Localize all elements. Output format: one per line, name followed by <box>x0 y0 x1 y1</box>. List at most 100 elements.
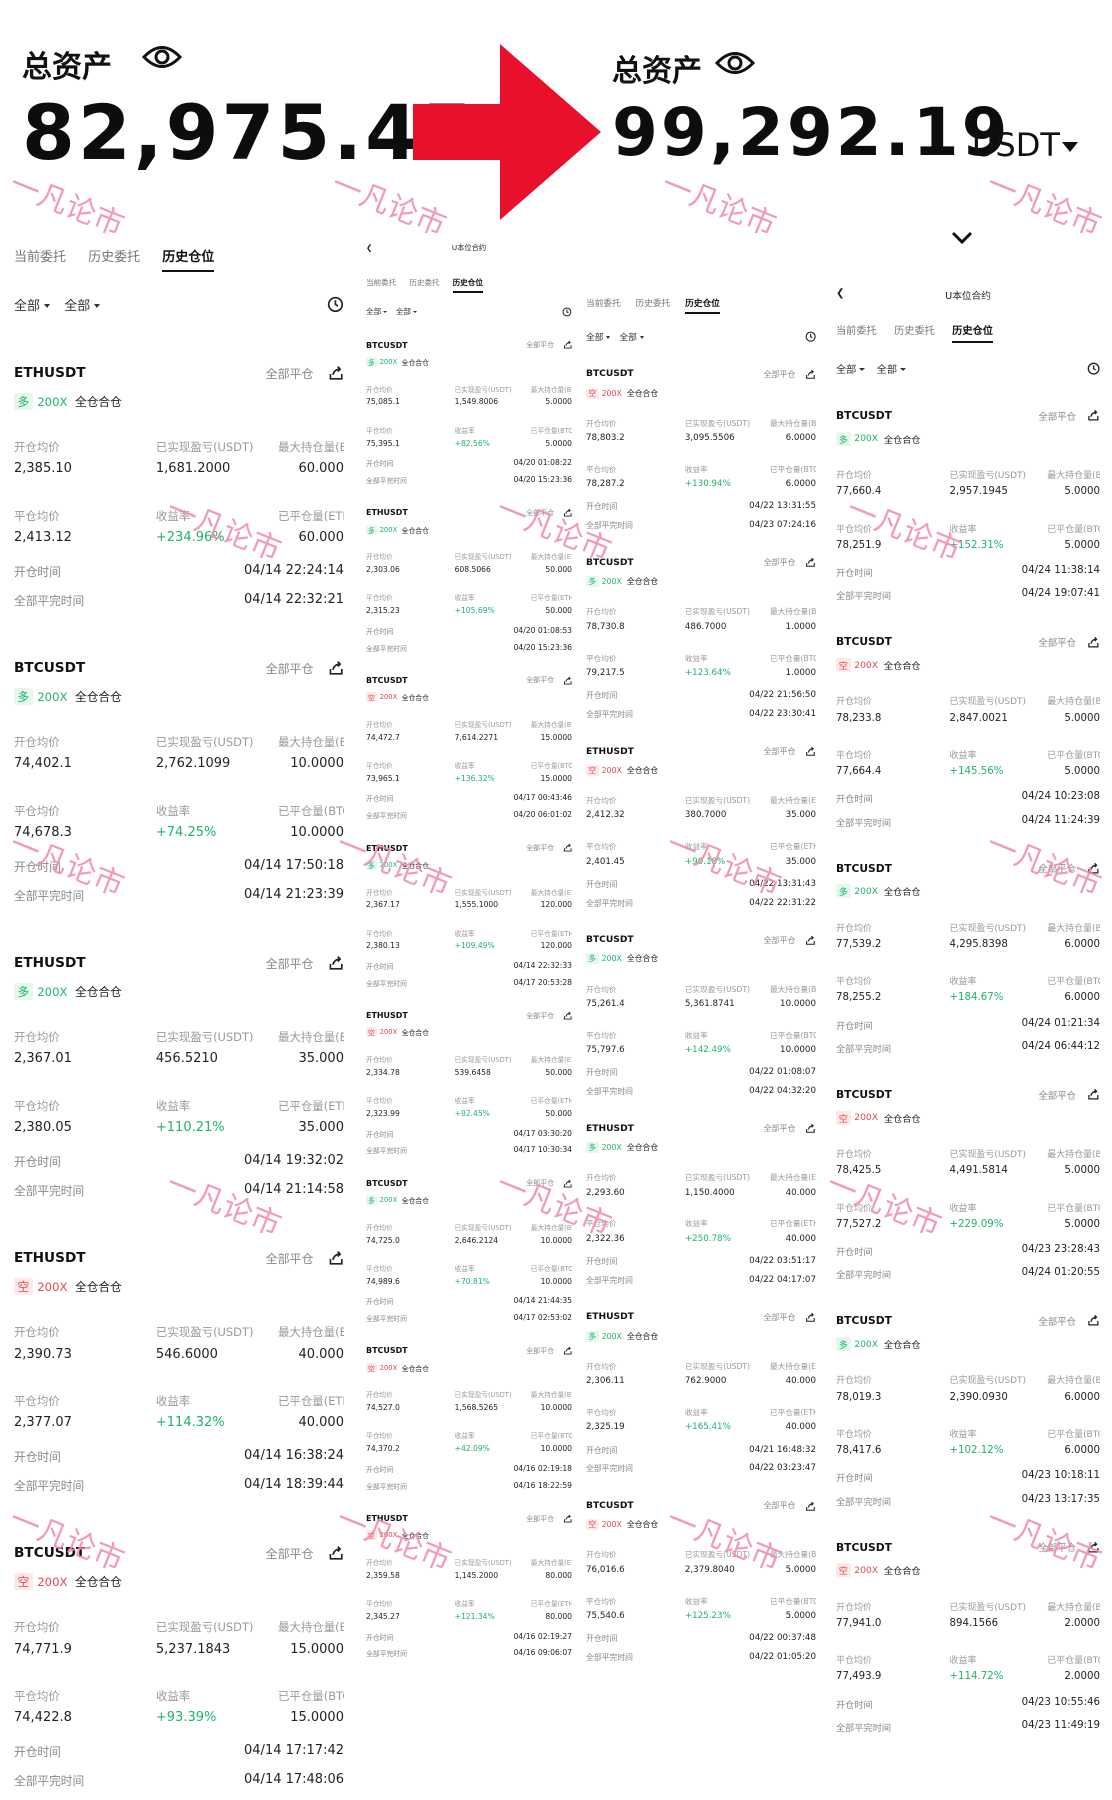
share-icon[interactable] <box>805 935 816 946</box>
filter-symbol-select[interactable]: 全部 <box>14 295 50 314</box>
close-all-button[interactable]: 全部平仓 <box>526 1011 555 1020</box>
max-position-value: 120.000 <box>540 900 572 910</box>
clock-icon[interactable] <box>327 296 344 313</box>
close-all-button[interactable]: 全部平仓 <box>526 1514 555 1523</box>
filter-symbol-select[interactable]: 全部 <box>366 306 388 317</box>
filter-direction-select[interactable]: 全部 <box>64 295 101 314</box>
close-all-button[interactable]: 全部平仓 <box>526 1346 555 1355</box>
share-icon[interactable] <box>805 1312 816 1323</box>
close-all-button[interactable]: 全部平仓 <box>763 747 796 756</box>
tab-position-history[interactable]: 历史仓位 <box>685 296 720 315</box>
filter-symbol-select[interactable]: 全部 <box>586 330 610 343</box>
share-icon[interactable] <box>805 1501 816 1512</box>
tab-current-orders[interactable]: 当前委托 <box>366 278 397 287</box>
tab-order-history[interactable]: 历史委托 <box>894 326 935 337</box>
close-all-button[interactable]: 全部平仓 <box>1038 1090 1077 1102</box>
filter-direction-select[interactable]: 全部 <box>877 361 907 376</box>
max-position: 最大持仓量(BTC) 10.0000 <box>531 1222 572 1245</box>
currency-unit[interactable]: USDT <box>972 126 1060 164</box>
close-all-button[interactable]: 全部平仓 <box>763 558 796 568</box>
close-all-button[interactable]: 全部平仓 <box>265 1251 314 1266</box>
share-icon[interactable] <box>805 369 816 380</box>
clock-icon[interactable] <box>562 307 572 317</box>
eye-icon-right[interactable] <box>715 48 755 78</box>
share-icon[interactable] <box>1087 862 1100 875</box>
clock-icon[interactable] <box>1087 362 1100 375</box>
close-all-button[interactable]: 全部平仓 <box>265 1546 314 1561</box>
share-icon[interactable] <box>563 1011 573 1021</box>
close-all-button[interactable]: 全部平仓 <box>1038 1543 1077 1555</box>
share-icon[interactable] <box>563 508 573 518</box>
tab-current-orders[interactable]: 当前委托 <box>14 250 67 265</box>
share-icon[interactable] <box>563 843 573 853</box>
close-all-button[interactable]: 全部平仓 <box>526 676 555 685</box>
leverage: 200X <box>37 1574 68 1589</box>
close-all-button[interactable]: 全部平仓 <box>526 508 555 517</box>
share-icon[interactable] <box>328 1545 344 1561</box>
share-icon[interactable] <box>328 1250 344 1266</box>
share-icon[interactable] <box>328 955 344 971</box>
share-icon[interactable] <box>805 1123 816 1134</box>
filter-direction-select[interactable]: 全部 <box>396 306 418 317</box>
close-all-button[interactable]: 全部平仓 <box>1038 1316 1077 1328</box>
tab-order-history[interactable]: 历史委托 <box>88 250 141 265</box>
close-all-button[interactable]: 全部平仓 <box>265 366 314 381</box>
close-all-button[interactable]: 全部平仓 <box>1038 864 1077 876</box>
close-all-button[interactable]: 全部平仓 <box>763 1312 796 1322</box>
position-card: BTCUSDT 全部平仓 多 200X 全仓合仓 开仓均价 77,660.4 已… <box>836 409 1100 602</box>
share-icon[interactable] <box>563 1179 573 1189</box>
direction-badge: 多 <box>366 356 377 367</box>
share-icon[interactable] <box>1087 409 1100 422</box>
symbol: BTCUSDT <box>586 369 634 380</box>
tab-current-orders[interactable]: 当前委托 <box>586 299 621 309</box>
tab-position-history[interactable]: 历史仓位 <box>162 246 215 272</box>
eye-icon-left[interactable] <box>142 42 182 72</box>
tab-order-history[interactable]: 历史委托 <box>409 278 440 287</box>
close-all-button[interactable]: 全部平仓 <box>763 1501 796 1511</box>
close-time-label: 全部平完时间 <box>836 1496 892 1508</box>
share-icon[interactable] <box>563 1514 573 1524</box>
close-all-button[interactable]: 全部平仓 <box>265 956 314 971</box>
max-position-label: 最大持仓量(BTC) <box>1047 923 1100 934</box>
tab-current-orders[interactable]: 当前委托 <box>836 326 877 337</box>
position-card: ETHUSDT 全部平仓 空 200X 全仓合仓 开仓均价 2,390.73 已… <box>14 1250 344 1494</box>
max-position-label: 最大持仓量(ETH) <box>277 1029 344 1044</box>
close-all-button[interactable]: 全部平仓 <box>763 935 796 945</box>
close-time-label: 全部平完时间 <box>366 812 407 821</box>
share-icon[interactable] <box>563 340 573 350</box>
close-all-button[interactable]: 全部平仓 <box>265 661 314 676</box>
share-icon[interactable] <box>805 746 816 757</box>
caret-down-icon <box>605 335 610 339</box>
filter-direction-select[interactable]: 全部 <box>620 330 644 343</box>
closed-qty-label: 已平仓量(BTC) <box>769 653 816 663</box>
chevron-down-icon[interactable] <box>950 230 974 246</box>
max-position: 最大持仓量(ETH) 40.000 <box>770 1361 816 1386</box>
share-icon[interactable] <box>328 660 344 676</box>
back-arrow-icon[interactable]: ❮ <box>836 288 845 299</box>
close-all-button[interactable]: 全部平仓 <box>1038 411 1077 423</box>
close-all-button[interactable]: 全部平仓 <box>763 369 796 379</box>
share-icon[interactable] <box>563 676 573 686</box>
clock-icon[interactable] <box>805 331 816 342</box>
tab-position-history[interactable]: 历史仓位 <box>952 322 993 343</box>
back-arrow-icon[interactable]: ❮ <box>366 243 373 252</box>
caret-down-icon[interactable] <box>1062 142 1078 152</box>
close-all-button[interactable]: 全部平仓 <box>763 1124 796 1134</box>
max-position-value: 5.0000 <box>1064 486 1100 498</box>
filter-symbol-select[interactable]: 全部 <box>836 361 866 376</box>
close-time-value: 04/22 04:17:07 <box>749 1274 816 1285</box>
tab-order-history[interactable]: 历史委托 <box>635 299 671 309</box>
share-icon[interactable] <box>563 1346 573 1356</box>
share-icon[interactable] <box>1087 1541 1100 1554</box>
close-all-button[interactable]: 全部平仓 <box>1038 637 1077 649</box>
close-all-button[interactable]: 全部平仓 <box>526 341 555 350</box>
share-icon[interactable] <box>1087 1088 1100 1101</box>
share-icon[interactable] <box>328 365 344 381</box>
max-position: 最大持仓量(BTC) 15.0000 <box>278 1619 344 1657</box>
share-icon[interactable] <box>1087 636 1100 649</box>
share-icon[interactable] <box>1087 1314 1100 1327</box>
share-icon[interactable] <box>805 557 816 568</box>
close-all-button[interactable]: 全部平仓 <box>526 1179 555 1188</box>
tab-position-history[interactable]: 历史仓位 <box>452 277 483 293</box>
close-all-button[interactable]: 全部平仓 <box>526 844 555 852</box>
